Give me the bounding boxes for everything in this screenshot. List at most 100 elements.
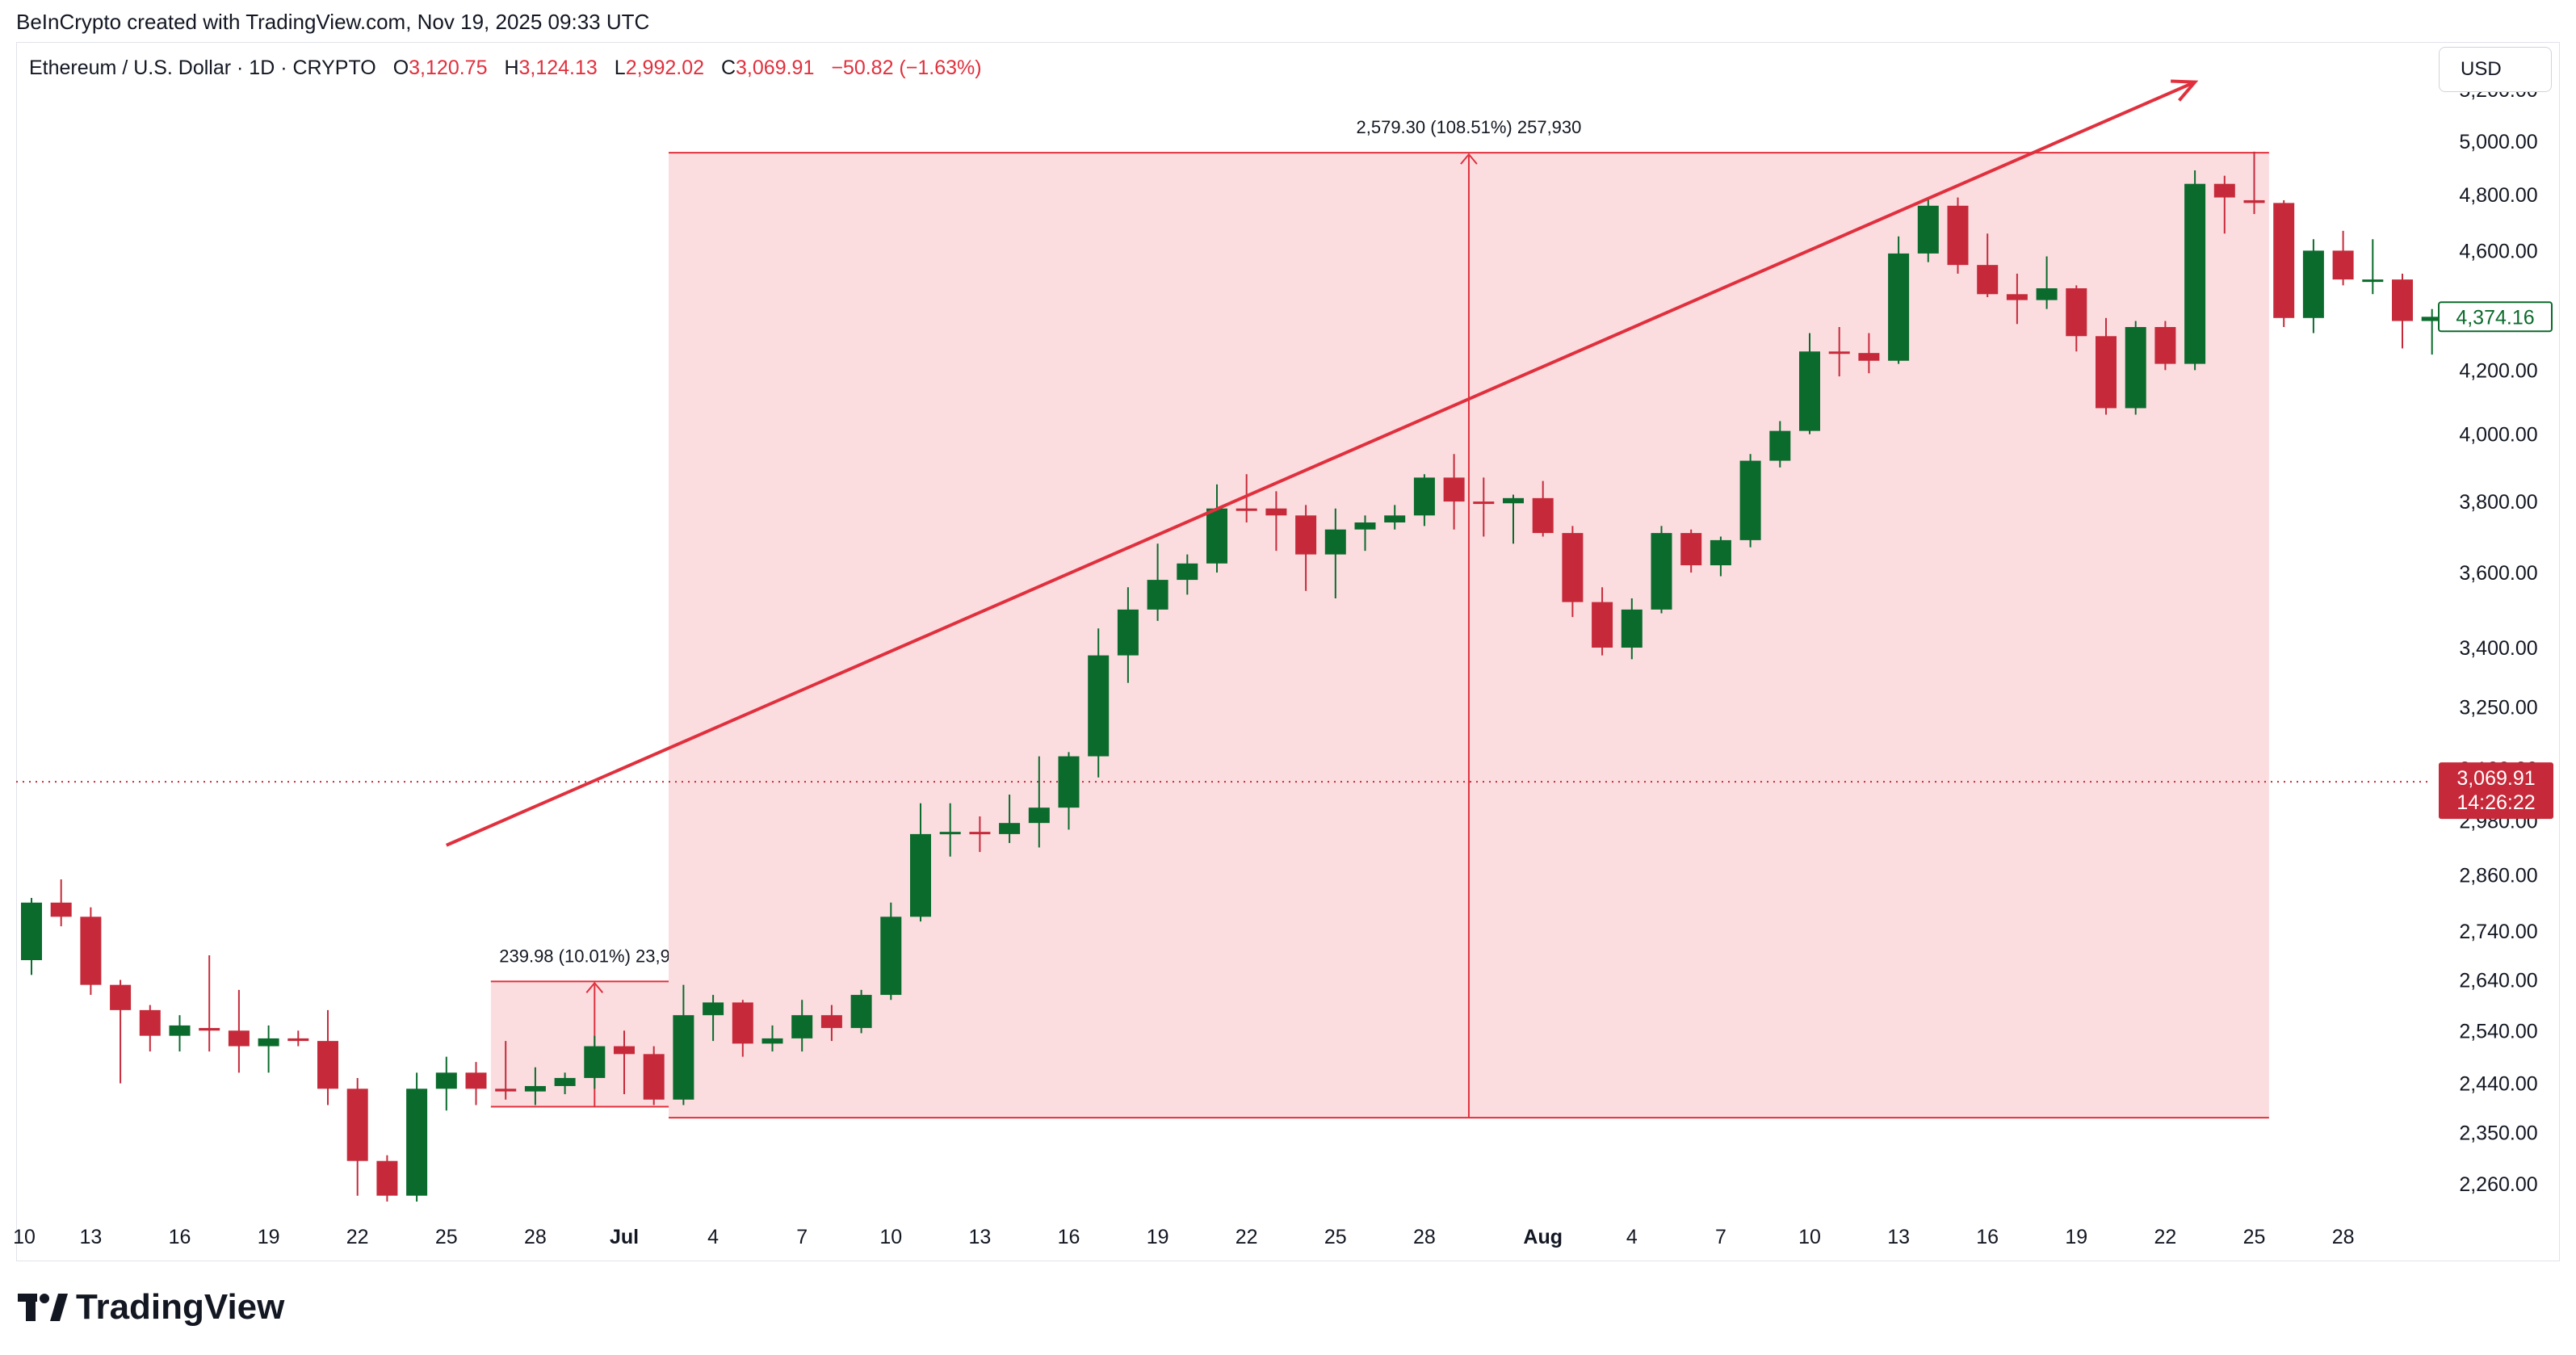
candle-body [1177,563,1198,581]
countdown-label: 14:26:22 [2456,791,2535,814]
candle-body [1947,205,1969,266]
last-price-tag [2438,301,2553,333]
y-axis-tick-label: 2,740.00 [2459,921,2537,943]
x-axis-tick-label: Jul [610,1226,639,1248]
candle-body [1888,253,1910,361]
range-arrow-head [1460,153,1478,165]
candle-body [1828,351,1850,354]
candle-body [317,1041,338,1089]
x-axis-tick-label: 19 [258,1226,280,1248]
candle-body [1592,602,1613,648]
candle-body [50,902,72,917]
candle-body [1147,580,1168,610]
candle-body [1265,508,1287,516]
candle-body [673,1015,694,1100]
candle-body [939,832,961,835]
currency-button[interactable]: USD [2439,47,2552,92]
candle-body [2302,250,2324,318]
x-axis-tick-label: 4 [707,1226,719,1248]
close-value: 3,069.91 [736,57,815,79]
tradingview-logo-icon [18,1294,68,1321]
tradingview-brand: TradingView [18,1287,284,1328]
candle-body [465,1072,487,1089]
low-label: L [614,57,626,79]
y-axis-tick-label: 4,200.00 [2459,359,2537,382]
last-price-label: 4,374.16 [2456,306,2534,329]
candle-body [2243,199,2265,203]
candle-body [1977,265,1999,295]
y-axis-tick-label: 2,860.00 [2459,864,2537,887]
candle-body [80,917,102,985]
candle-body [139,1009,161,1036]
current-price-tag [2439,762,2553,820]
candle-body [732,1002,753,1044]
x-axis-tick-label: 10 [879,1226,902,1248]
chart-frame [16,42,2560,1261]
y-axis-tick-label: 2,440.00 [2459,1073,2537,1096]
candle-body [1769,430,1791,461]
candle-body [1532,497,1554,534]
candle-body [2125,327,2146,409]
candle-body [1739,460,1761,540]
x-axis-tick-label: 28 [2332,1226,2355,1248]
candle-body [495,1089,517,1092]
candle-body [346,1089,368,1161]
candle-body [169,1025,191,1036]
candle-body [1236,508,1257,511]
x-axis-tick-label: 13 [79,1226,102,1248]
x-axis-tick-label: 16 [169,1226,191,1248]
candle-body [376,1160,398,1196]
trend-line [445,80,2196,847]
candle-body [643,1054,665,1100]
y-axis-tick-label: 3,250.00 [2459,696,2537,719]
candle-body [2006,294,2028,300]
y-axis-tick-label: 4,800.00 [2459,184,2537,207]
candle-body [2213,183,2235,198]
candle-body [1503,497,1524,504]
candle-body [1858,353,1880,361]
candle-body [584,1046,606,1078]
candle-body [1384,515,1406,522]
candle-body [110,984,132,1010]
x-axis-tick-label: 19 [1147,1226,1169,1248]
range-label: 239.98 (10.01%) 23,998 [499,946,690,966]
candle-body [850,995,872,1029]
x-axis-tick-label: 22 [2154,1226,2176,1248]
x-axis-tick-label: Aug [1523,1226,1563,1248]
x-axis-tick-label: 7 [796,1226,808,1248]
candle-body [969,832,991,835]
candle-body [2154,327,2176,364]
trend-line-arrowhead [2171,79,2199,102]
candle-body [614,1046,635,1055]
symbol-name[interactable]: Ethereum / U.S. Dollar · 1D · CRYPTO [29,57,376,79]
candle-body [1621,609,1643,648]
candle-body [1354,522,1376,530]
x-axis-tick-label: 13 [968,1226,991,1248]
y-axis-tick-label: 2,640.00 [2459,969,2537,992]
candle-body [1058,756,1080,808]
candle-body [21,902,42,961]
x-axis-tick-label: 25 [1324,1226,1347,1248]
candle-body [1473,501,1495,505]
y-axis-tick-label: 3,800.00 [2459,491,2537,514]
attribution-text: BeInCrypto created with TradingView.com,… [16,10,650,34]
candle-body [1324,529,1346,555]
open-label: O [392,57,409,79]
x-axis-tick-label: 25 [435,1226,458,1248]
x-axis-tick-label: 22 [346,1226,369,1248]
candle-body [287,1038,309,1042]
candle-body [2066,288,2087,337]
current-price-label: 3,069.91 [2456,767,2535,790]
candle-body [2184,183,2206,364]
x-axis-tick-label: 4 [1626,1226,1638,1248]
y-axis-tick-label: 2,540.00 [2459,1020,2537,1042]
candle-body [2332,250,2354,280]
x-axis-tick-label: 10 [1798,1226,1821,1248]
candle-body [999,823,1021,834]
candle-body [703,1002,724,1016]
candle-body [1710,539,1731,566]
candle-body [1680,533,1702,566]
x-axis-tick-label: 7 [1715,1226,1726,1248]
candle-body [406,1089,428,1196]
